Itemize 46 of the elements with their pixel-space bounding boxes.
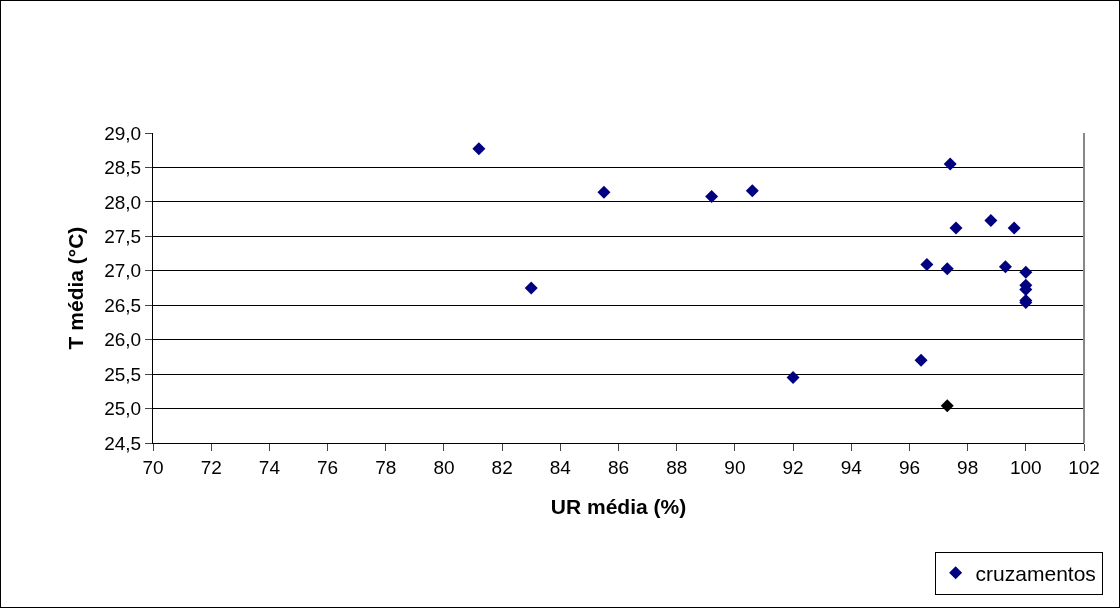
- y-tick-label: 29,0: [104, 122, 142, 144]
- x-tick-label: 76: [316, 456, 339, 478]
- point: [920, 258, 934, 272]
- y-tick-label: 27,5: [104, 225, 142, 247]
- x-tick-label: 84: [549, 456, 572, 478]
- y-tick-label: 26,0: [104, 329, 142, 351]
- point: [998, 260, 1012, 274]
- x-tick-label: 98: [957, 456, 979, 478]
- point: [597, 185, 611, 199]
- x-tick-label: 94: [840, 456, 863, 478]
- y-tick-label: 26,5: [104, 294, 142, 316]
- y-tick-label: 28,5: [104, 157, 142, 179]
- y-tick-label: 27,0: [104, 260, 142, 282]
- x-tick-label: 88: [666, 456, 688, 478]
- y-tick-label: 24,5: [104, 432, 142, 454]
- x-tick-label: 82: [491, 456, 513, 478]
- point: [1007, 221, 1021, 235]
- x-tick-label: 80: [433, 456, 455, 478]
- y-tick-label: 25,0: [104, 398, 142, 420]
- point: [705, 189, 719, 203]
- x-tick-label: 102: [1068, 456, 1100, 478]
- point: [745, 184, 759, 198]
- x-axis-title: UR média (%): [550, 495, 687, 518]
- x-tick-label: 74: [258, 456, 281, 478]
- x-tick-label: 72: [200, 456, 222, 478]
- point: [949, 221, 963, 235]
- x-tick-label: 70: [142, 456, 164, 478]
- point: [524, 281, 538, 295]
- x-tick-label: 100: [1009, 456, 1042, 478]
- x-tick-label: 78: [375, 456, 397, 478]
- y-axis-title: T média (°C): [64, 226, 88, 350]
- legend-label: cruzamentos: [975, 561, 1096, 585]
- point: [914, 353, 928, 367]
- point: [984, 213, 998, 227]
- point: [472, 142, 486, 156]
- y-tick-label: 25,5: [104, 363, 142, 385]
- x-tick-label: 92: [782, 456, 804, 478]
- point: [786, 371, 800, 385]
- x-tick-label: 90: [724, 456, 746, 478]
- x-tick-label: 86: [607, 456, 630, 478]
- point: [1019, 265, 1033, 279]
- point: [940, 262, 954, 276]
- point: [943, 157, 957, 171]
- y-tick-label: 28,0: [104, 191, 142, 213]
- x-tick-label: 96: [898, 456, 921, 478]
- point: [940, 399, 954, 413]
